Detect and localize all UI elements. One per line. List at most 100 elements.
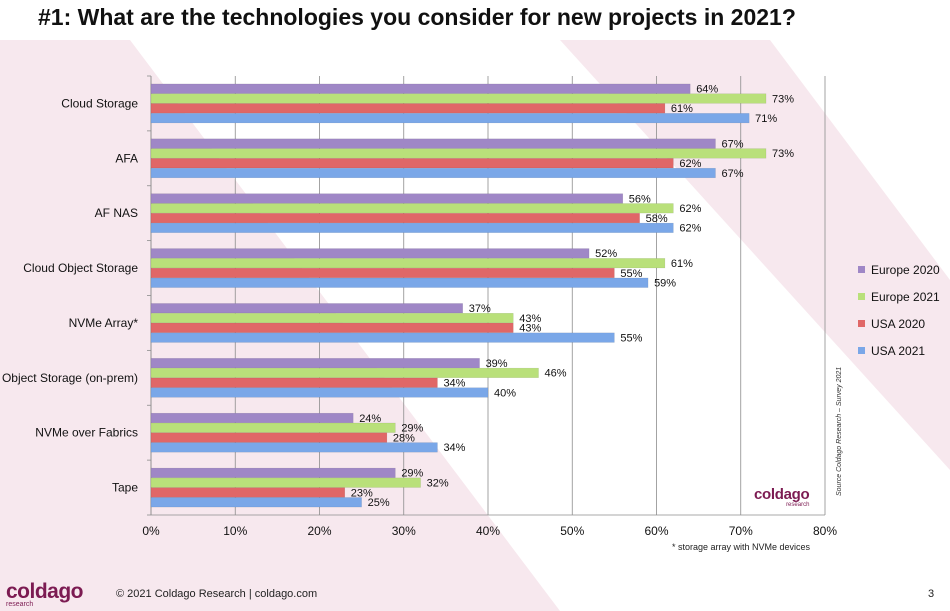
x-tick-label: 10% xyxy=(223,524,247,538)
bar xyxy=(150,158,674,169)
category-label: AFA xyxy=(115,151,138,165)
bar xyxy=(150,467,396,478)
bar xyxy=(150,487,346,498)
footer-logo: coldago research xyxy=(6,580,84,608)
legend-label: USA 2021 xyxy=(871,343,926,358)
bar xyxy=(150,312,514,324)
page-number: 3 xyxy=(928,588,935,600)
page-title: #1: What are the technologies you consid… xyxy=(38,4,796,30)
category-label: NVMe Array* xyxy=(69,316,139,330)
data-label: 55% xyxy=(620,268,642,280)
data-label: 62% xyxy=(679,203,701,215)
x-tick-label: 40% xyxy=(476,524,500,538)
source-note: Source Coldago Research – Survey 2021 xyxy=(836,366,843,496)
data-label: 25% xyxy=(368,497,390,509)
x-tick-label: 20% xyxy=(307,524,331,538)
legend-item: Europe 2021 xyxy=(858,283,940,310)
logo-wordmark: coldago xyxy=(754,486,810,503)
legend-label: USA 2020 xyxy=(871,316,926,331)
logo-wordmark: coldago xyxy=(6,580,84,603)
bar xyxy=(150,377,438,388)
data-label: 62% xyxy=(679,223,701,235)
data-label: 29% xyxy=(401,423,423,435)
data-label: 37% xyxy=(469,303,491,315)
data-label: 43% xyxy=(519,313,541,325)
data-label: 64% xyxy=(696,84,718,96)
legend-item: Europe 2020 xyxy=(858,256,940,283)
bar xyxy=(150,103,666,114)
x-tick-label: 60% xyxy=(644,524,668,538)
category-label: Cloud Object Storage xyxy=(23,261,138,275)
chart-legend: Europe 2020 Europe 2021 USA 2020 USA 202… xyxy=(858,256,940,364)
category-label: Cloud Storage xyxy=(61,96,138,110)
data-label: 32% xyxy=(427,477,449,489)
data-label: 71% xyxy=(755,113,777,125)
data-label: 62% xyxy=(679,158,701,170)
chart-logo: coldago research xyxy=(754,486,810,508)
data-label: 61% xyxy=(671,103,693,115)
data-label: 58% xyxy=(646,213,668,225)
legend-swatch-icon xyxy=(858,266,865,273)
data-label: 52% xyxy=(595,248,617,260)
bar xyxy=(150,267,615,279)
x-tick-label: 80% xyxy=(813,524,837,538)
legend-swatch-icon xyxy=(858,320,865,327)
bar xyxy=(150,367,539,378)
bar xyxy=(150,332,615,343)
data-label: 34% xyxy=(443,442,465,454)
bar xyxy=(150,258,666,269)
bar xyxy=(150,203,674,214)
x-tick-label: 0% xyxy=(142,524,160,538)
bar xyxy=(150,222,674,233)
bar xyxy=(150,277,649,288)
bar xyxy=(150,213,640,224)
data-label: 67% xyxy=(721,138,743,150)
data-label: 40% xyxy=(494,387,516,399)
data-label: 28% xyxy=(393,432,415,444)
data-label: 29% xyxy=(401,468,423,480)
data-label: 46% xyxy=(545,368,567,380)
data-label: 61% xyxy=(671,258,693,270)
bar xyxy=(150,412,354,424)
bar xyxy=(150,432,388,443)
legend-swatch-icon xyxy=(858,293,865,300)
x-tick-label: 50% xyxy=(560,524,584,538)
bar xyxy=(150,138,716,149)
bar xyxy=(150,83,691,94)
bar xyxy=(150,167,716,179)
legend-swatch-icon xyxy=(858,347,865,354)
data-label: 39% xyxy=(486,358,508,370)
bar xyxy=(150,148,767,159)
data-label: 23% xyxy=(351,487,373,499)
bar xyxy=(150,442,438,453)
data-label: 67% xyxy=(721,168,743,180)
bar xyxy=(150,477,421,488)
chart-footnote: * storage array with NVMe devices xyxy=(672,542,811,552)
bar xyxy=(150,322,514,333)
legend-label: Europe 2021 xyxy=(871,289,940,304)
data-label: 56% xyxy=(629,193,651,205)
logo-subtitle: research xyxy=(786,502,810,508)
data-label: 24% xyxy=(359,413,381,425)
data-label: 43% xyxy=(519,323,541,335)
bar xyxy=(150,358,480,369)
legend-label: Europe 2020 xyxy=(871,262,940,277)
logo-subtitle: research xyxy=(6,601,34,608)
bar xyxy=(150,113,750,124)
bar xyxy=(150,248,590,259)
category-label: AF NAS xyxy=(95,206,138,220)
legend-item: USA 2020 xyxy=(858,310,940,337)
footer-copyright: © 2021 Coldago Research | coldago.com xyxy=(116,588,318,600)
data-label: 59% xyxy=(654,278,676,290)
bar xyxy=(150,303,463,314)
data-label: 73% xyxy=(772,93,794,105)
category-label: Tape xyxy=(112,481,138,495)
x-tick-label: 70% xyxy=(729,524,753,538)
data-label: 55% xyxy=(620,332,642,344)
data-label: 34% xyxy=(443,378,465,390)
x-tick-label: 30% xyxy=(392,524,416,538)
data-label: 73% xyxy=(772,148,794,160)
bar xyxy=(150,422,396,433)
category-label: Object Storage (on-prem) xyxy=(2,371,138,385)
